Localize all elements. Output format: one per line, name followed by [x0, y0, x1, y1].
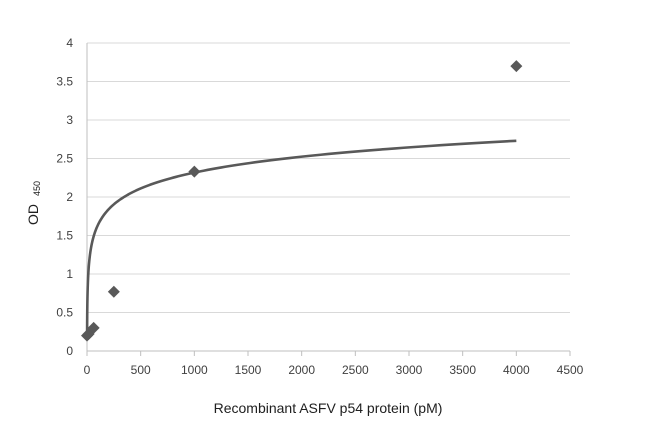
x-tick-labels: 0 500 1000 1500 2000 2500 3000 3500 4000 4500 [84, 363, 584, 377]
y-tick-label: 2 [66, 190, 73, 204]
y-axis-title: OD 450 [25, 181, 42, 225]
data-point-marker [87, 321, 100, 334]
y-tick-label: 2.5 [56, 152, 73, 166]
x-tick-label: 500 [131, 363, 151, 377]
y-tick-label: 0 [66, 344, 73, 358]
y-axis-title-subscript: 450 [32, 181, 42, 196]
y-tick-labels: 0 0.5 1 1.5 2 2.5 3 3.5 4 [56, 36, 73, 358]
x-tick-label: 3000 [396, 363, 423, 377]
y-axis-title-main: OD [25, 204, 41, 225]
x-axis-title: Recombinant ASFV p54 protein (pM) [214, 400, 443, 416]
y-tick-label: 1 [66, 267, 73, 281]
y-tick-label: 3.5 [56, 75, 73, 89]
svg-text:OD 450: OD 450 [25, 181, 42, 225]
data-point-marker [510, 60, 523, 73]
x-tick-label: 1500 [235, 363, 262, 377]
x-tick-label: 4000 [503, 363, 530, 377]
y-tick-label: 1.5 [56, 229, 73, 243]
y-tick-label: 0.5 [56, 306, 73, 320]
gridlines [87, 42, 570, 313]
x-tick-label: 4500 [557, 363, 584, 377]
y-tick-label: 3 [66, 113, 73, 127]
y-tick-label: 4 [66, 36, 73, 50]
x-tick-label: 0 [84, 363, 91, 377]
x-tick-label: 3500 [449, 363, 476, 377]
data-points [81, 60, 523, 342]
data-point-marker [107, 285, 120, 298]
x-tick-label: 2500 [342, 363, 369, 377]
data-point-marker [188, 165, 201, 178]
x-tick-label: 2000 [288, 363, 315, 377]
axes [86, 43, 571, 356]
x-tick-label: 1000 [181, 363, 208, 377]
